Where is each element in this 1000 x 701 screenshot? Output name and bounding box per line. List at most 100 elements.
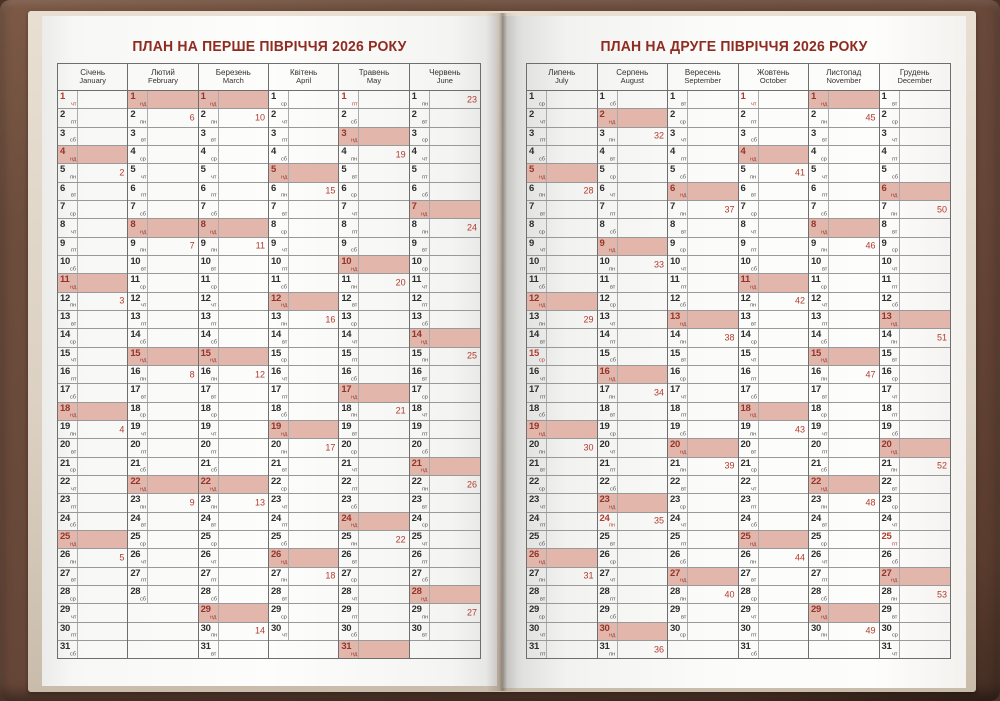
writing-area xyxy=(78,623,127,640)
month-header-april: Квітень April xyxy=(269,64,339,91)
day-row-empty xyxy=(668,641,738,658)
weekday-label: сб xyxy=(421,192,428,199)
day-date-cell: 14 сб xyxy=(128,329,149,347)
day-row: 16 пн 47 xyxy=(809,365,879,385)
weekday-label: нд xyxy=(750,412,757,419)
day-row: 15 чт xyxy=(738,347,808,366)
day-date-cell: 9 чт xyxy=(527,237,547,255)
day-number: 9 xyxy=(599,237,605,249)
weekday-label: ср xyxy=(421,394,428,401)
day-row: 20 вт xyxy=(738,439,808,458)
writing-area xyxy=(219,329,268,346)
weekday-label: пт xyxy=(750,375,757,382)
weekday-label: пн xyxy=(750,302,757,309)
weekday-label: пт xyxy=(680,412,686,419)
day-date-cell: 28 вт xyxy=(527,585,547,604)
writing-area: 8 xyxy=(148,366,197,383)
day-number: 2 xyxy=(60,109,65,121)
writing-area xyxy=(618,238,668,255)
weekday-label: нд xyxy=(538,559,545,566)
weekday-label: нд xyxy=(421,595,428,602)
day-number: 19 xyxy=(411,420,422,432)
day-number: 13 xyxy=(670,310,680,322)
day-date-cell: 15 пт xyxy=(339,347,360,365)
day-date-cell: 6 пт xyxy=(809,182,829,200)
day-date-cell: 6 вт xyxy=(739,182,759,200)
day-number: 8 xyxy=(599,219,605,231)
month-column-september: Вересень September 1 вт 2 ср 3 чт 4 пт 5 сб 6 нд 7 пн 37… xyxy=(668,64,739,658)
day-date-cell: 10 нд xyxy=(339,255,360,274)
day-row: 28 пн 53 xyxy=(879,585,950,605)
day-number: 21 xyxy=(341,457,352,469)
day-row: 27 пт xyxy=(198,567,268,586)
day-date-cell: 21 вт xyxy=(269,457,289,475)
day-number: 12 xyxy=(599,292,610,304)
day-date-cell: 7 вт xyxy=(269,200,289,219)
writing-area xyxy=(430,549,480,566)
writing-area xyxy=(829,219,879,236)
day-number: 1 xyxy=(599,91,605,102)
weekday-label: сб xyxy=(70,394,76,401)
writing-area xyxy=(688,183,738,200)
day-date-cell: 2 чт xyxy=(269,109,289,127)
day-row: 18 ср xyxy=(809,402,879,421)
day-date-cell: 12 чт xyxy=(199,292,219,310)
day-row: 11 ср xyxy=(198,274,268,293)
writing-area xyxy=(829,476,879,493)
day-row: 16 чт xyxy=(269,365,339,385)
day-date-cell: 17 нд xyxy=(339,384,360,402)
weekday-label: нд xyxy=(69,412,76,419)
day-row: 21 нд xyxy=(409,457,480,476)
weekday-label: нд xyxy=(351,137,358,144)
day-date-cell: 18 сб xyxy=(527,402,547,420)
day-date-cell: 19 сб xyxy=(880,420,900,439)
day-date-cell: 4 сб xyxy=(527,145,547,164)
writing-area xyxy=(829,274,879,291)
day-date-cell: 8 вт xyxy=(880,219,900,237)
writing-area xyxy=(829,311,879,328)
writing-area xyxy=(829,439,879,456)
writing-area xyxy=(359,256,408,273)
day-number: 21 xyxy=(411,457,422,469)
day-date-cell: 19 ср xyxy=(598,420,618,439)
day-row: 30 чт xyxy=(527,622,597,641)
day-number: 18 xyxy=(130,402,141,414)
day-row: 24 пт xyxy=(527,512,597,531)
day-date-cell: 17 чт xyxy=(880,384,900,402)
day-date-cell: 13 чт xyxy=(598,310,618,329)
day-number: 11 xyxy=(529,274,539,286)
day-row: 18 пн 21 xyxy=(339,402,409,421)
day-number: 1 xyxy=(881,91,887,102)
weekday-label: вт xyxy=(351,174,358,181)
day-row: 30 пт xyxy=(738,622,808,641)
day-date-cell: 26 ср xyxy=(598,549,618,567)
day-number: 9 xyxy=(670,237,675,249)
day-row: 16 сб xyxy=(339,365,409,385)
day-number: 7 xyxy=(599,200,605,212)
writing-area xyxy=(547,109,597,126)
day-date-cell: 19 чт xyxy=(128,420,149,439)
writing-area xyxy=(759,329,809,346)
day-number: 30 xyxy=(411,622,422,634)
day-number: 9 xyxy=(341,237,347,249)
day-number: 14 xyxy=(670,329,680,341)
day-row: 30 нд xyxy=(597,622,667,641)
day-date-cell: 22 нд xyxy=(809,475,829,494)
day-number: 2 xyxy=(881,109,887,121)
writing-area xyxy=(289,366,338,383)
day-row: 5 ср xyxy=(597,164,667,183)
day-date-cell: 2 чт xyxy=(527,109,547,127)
writing-area xyxy=(78,384,127,401)
day-row: 9 сб xyxy=(339,237,409,256)
weekday-label: чт xyxy=(281,375,287,382)
day-date-cell: 7 пн xyxy=(668,200,688,219)
weekday-label: сб xyxy=(891,430,898,437)
day-number: 9 xyxy=(529,237,534,249)
day-row: 22 вт xyxy=(668,475,738,495)
writing-area xyxy=(219,91,268,108)
day-number: 21 xyxy=(130,457,141,469)
day-row: 6 пн 15 xyxy=(269,182,339,201)
day-row: 10 пн 33 xyxy=(597,255,667,275)
weekday-label: пт xyxy=(70,119,76,126)
day-date-cell: 24 чт xyxy=(880,512,900,530)
